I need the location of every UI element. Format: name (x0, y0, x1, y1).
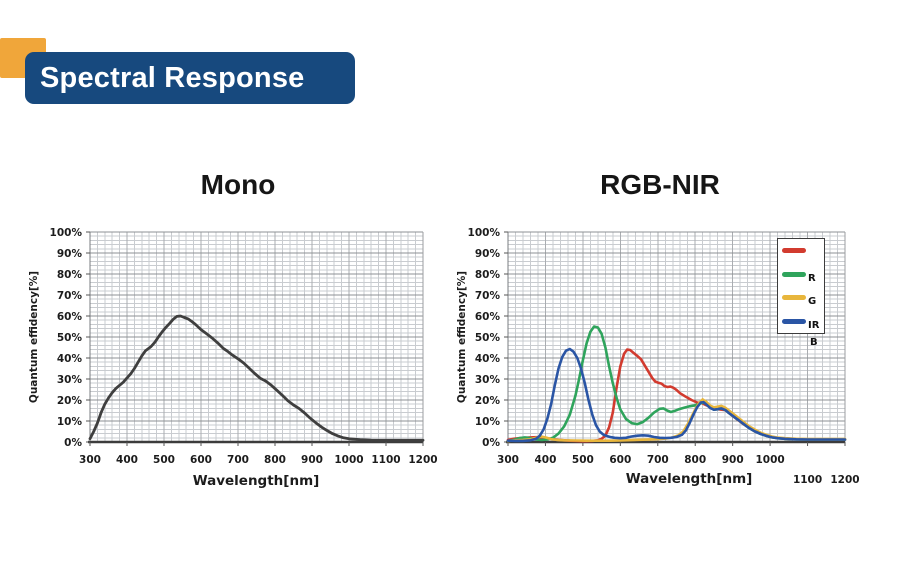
x-tick-label: 900 (301, 454, 323, 466)
header-title-bar: Spectral Response (25, 52, 355, 104)
y-tick-label: 100% (50, 227, 83, 239)
y-tick-label: 40% (475, 353, 501, 365)
x-tick-label: 700 (647, 454, 669, 466)
mono-chart: 100% 90% 80% 70% 60% 50% 40% 30% 20% 10% 0% 300 400 5… (20, 222, 455, 522)
rgbnir-chart-title: RGB-NIR (600, 169, 720, 200)
y-tick-label: 20% (475, 395, 501, 407)
x-tick-label: 300 (497, 454, 519, 466)
x-axis-tick-labels: 300 400 500 600 700 800 900 1000 1100 1200 (497, 454, 860, 486)
legend-swatch-R (782, 271, 806, 277)
y-tick-label: 60% (475, 311, 501, 323)
x-tick-label: 800 (264, 454, 286, 466)
series (506, 325, 847, 443)
y-tick-label: 0% (482, 437, 500, 449)
x-tick-label: 500 (572, 454, 594, 466)
x-axis-title: Wavelength[nm] (626, 471, 753, 487)
y-tick-label: 90% (475, 248, 501, 260)
axes (504, 231, 846, 446)
x-axis-tick-labels: 300 400 500 600 700 800 900 1000 1100 1200 (79, 454, 438, 466)
x-tick-label: 900 (722, 454, 744, 466)
y-tick-label: 30% (475, 374, 501, 386)
y-tick-label: 40% (57, 353, 83, 365)
x-tick-label: 800 (684, 454, 706, 466)
y-tick-label: 100% (468, 227, 501, 239)
legend-label-outside: B (810, 337, 818, 348)
legend-label: G (808, 296, 817, 307)
x-tick-label-displaced: 1100 (793, 474, 822, 486)
x-tick-label: 500 (153, 454, 175, 466)
y-tick-label: 80% (57, 269, 83, 281)
grid (89, 231, 424, 443)
y-tick-label: 80% (475, 269, 501, 281)
y-tick-label: 50% (57, 332, 83, 344)
y-tick-label: 50% (475, 332, 501, 344)
curve-B (506, 347, 847, 443)
y-tick-label: 10% (475, 416, 501, 428)
legend-label: R (808, 272, 816, 284)
y-axis-tick-labels: 100% 90% 80% 70% 60% 50% 40% 30% 20% 10% 0% (468, 227, 501, 449)
x-tick-label: 300 (79, 454, 101, 466)
legend-swatch-G (782, 295, 806, 300)
rgbnir-chart: 100% 90% 80% 70% 60% 50% 40% 30% 20% 10% 0% 300 400 5… (455, 222, 900, 522)
chart-canvas: 100% 90% 80% 70% 60% 50% 40% 30% 20% 10% 0% 300 400 5… (456, 227, 860, 487)
y-tick-label: 20% (57, 395, 83, 407)
series (88, 314, 425, 442)
x-tick-label-displaced: 1200 (830, 474, 859, 486)
y-tick-label: 60% (57, 311, 83, 323)
y-tick-label: 70% (475, 290, 501, 302)
y-axis-title: Quantum effidency[%] (456, 271, 468, 403)
y-axis-tick-labels: 100% 90% 80% 70% 60% 50% 40% 30% 20% 10% 0% (50, 227, 83, 449)
chart-canvas: 100% 90% 80% 70% 60% 50% 40% 30% 20% 10% 0% 300 400 5… (28, 227, 438, 489)
legend-box (777, 238, 825, 334)
curve-Mono (88, 314, 425, 442)
x-tick-label: 1000 (334, 454, 363, 466)
mono-chart-title: Mono (200, 169, 276, 200)
y-tick-label: 30% (57, 374, 83, 386)
x-tick-label: 400 (534, 454, 556, 466)
y-tick-label: 90% (57, 248, 83, 260)
curve-G (506, 325, 847, 443)
y-tick-label: 0% (64, 437, 82, 449)
y-tick-label: 10% (57, 416, 83, 428)
x-tick-label: 600 (609, 454, 631, 466)
legend-swatch-red (782, 248, 806, 253)
axes (86, 231, 424, 446)
legend-label: IR (808, 319, 820, 331)
x-axis-title: Wavelength[nm] (193, 473, 320, 489)
x-tick-label: 600 (190, 454, 212, 466)
x-tick-label: 700 (227, 454, 249, 466)
x-tick-label: 1000 (755, 454, 784, 466)
y-axis-title: Quantum effidency[%] (28, 271, 40, 403)
x-tick-label: 400 (116, 454, 138, 466)
x-tick-label: 1200 (408, 454, 437, 466)
y-tick-label: 70% (57, 290, 83, 302)
page-title: Spectral Response (40, 62, 305, 94)
legend-swatch-IR (782, 318, 806, 324)
x-tick-label: 1100 (371, 454, 400, 466)
